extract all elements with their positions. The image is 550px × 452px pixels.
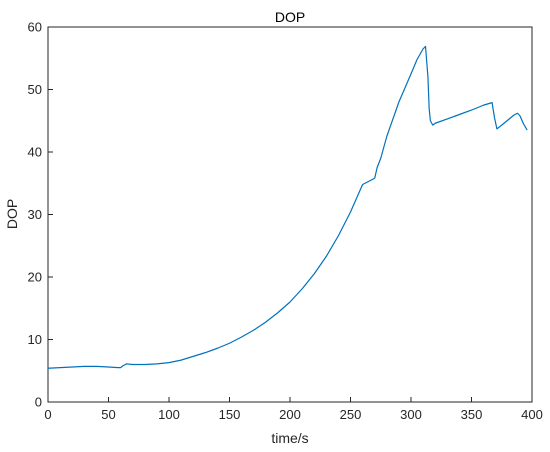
x-tick-label: 300 (400, 407, 422, 422)
x-tick-label: 350 (461, 407, 483, 422)
y-tick-label: 0 (35, 395, 42, 410)
x-tick-label: 200 (279, 407, 301, 422)
y-tick-label: 60 (28, 20, 42, 35)
x-tick-label: 150 (219, 407, 241, 422)
x-tick-label: 0 (44, 407, 51, 422)
plot-area (47, 26, 533, 403)
y-tick-label: 40 (28, 145, 42, 160)
x-tick-label: 400 (521, 407, 543, 422)
x-tick-label: 250 (340, 407, 362, 422)
y-axis: 0 10 20 30 40 50 60 (28, 20, 53, 410)
y-tick-label: 20 (28, 270, 42, 285)
chart-title: DOP (275, 9, 305, 25)
dop-series-line (47, 45, 528, 369)
y-tick-label: 10 (28, 332, 42, 347)
x-tick-label: 100 (158, 407, 180, 422)
x-axis-label: time/s (271, 430, 308, 446)
y-axis-label: DOP (4, 199, 20, 229)
x-axis: 0 50 100 150 200 250 300 350 400 (44, 397, 543, 422)
y-tick-label: 50 (28, 82, 42, 97)
x-tick-label: 50 (101, 407, 115, 422)
y-tick-label: 30 (28, 207, 42, 222)
